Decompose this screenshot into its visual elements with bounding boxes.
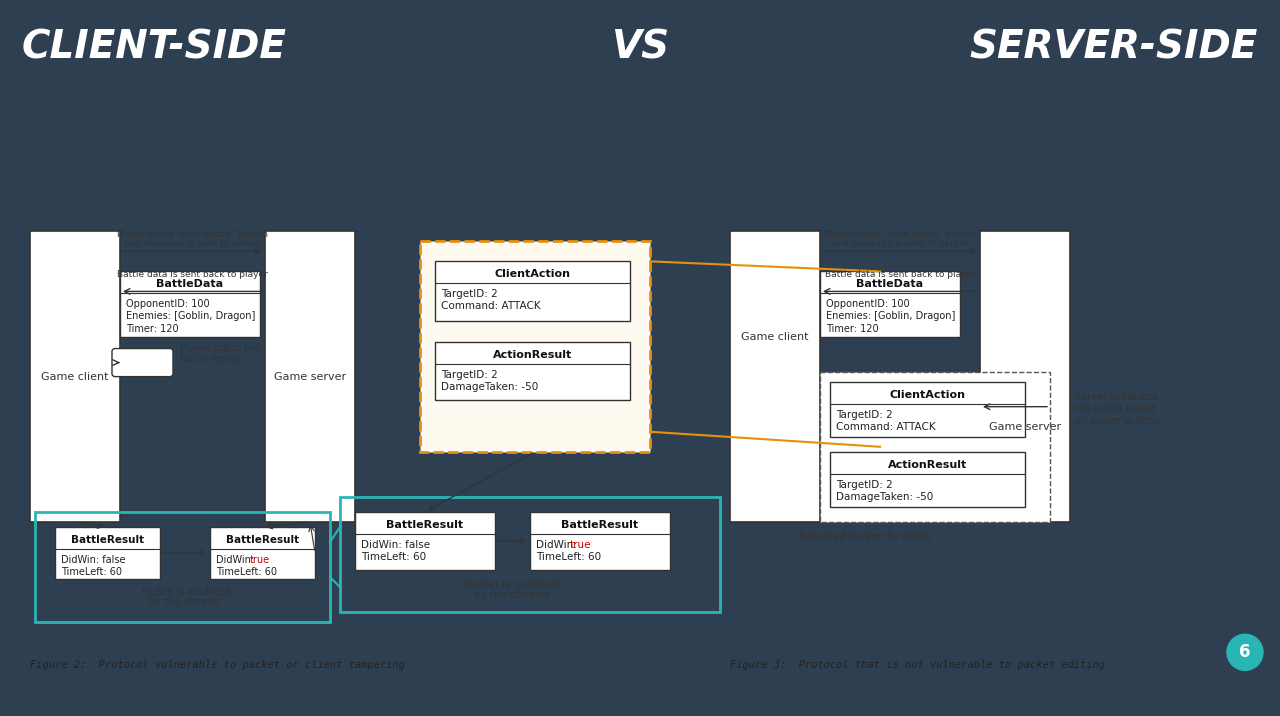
Text: Enemies: [Goblin, Dragon]: Enemies: [Goblin, Dragon] (826, 311, 955, 321)
Text: 6: 6 (1239, 643, 1251, 662)
Text: BattleResult: BattleResult (387, 520, 463, 530)
FancyBboxPatch shape (435, 342, 630, 400)
Text: Command: ATTACK: Command: ATTACK (442, 301, 540, 311)
Text: true: true (570, 540, 591, 550)
Text: DidWin:: DidWin: (536, 540, 580, 550)
FancyBboxPatch shape (55, 527, 160, 579)
Text: TargetID: 2: TargetID: 2 (442, 289, 498, 299)
FancyBboxPatch shape (435, 261, 630, 321)
Text: Figure 2:  Protocol vulnerable to packet or client tampering: Figure 2: Protocol vulnerable to packet … (29, 660, 404, 670)
Text: DidWin:: DidWin: (216, 555, 257, 565)
Text: TimeLeft: 60: TimeLeft: 60 (536, 552, 602, 562)
Text: by the cheater: by the cheater (148, 597, 221, 607)
Text: battle locally: battle locally (180, 354, 243, 364)
FancyBboxPatch shape (980, 231, 1070, 522)
Text: DamageTaken: -50: DamageTaken: -50 (442, 382, 539, 392)
Text: BattleData: BattleData (156, 279, 224, 289)
Text: Packet is modified: Packet is modified (141, 587, 229, 597)
Text: VS: VS (611, 28, 669, 67)
FancyBboxPatch shape (420, 241, 650, 452)
Text: Game server: Game server (989, 422, 1061, 432)
Text: ActionResult: ActionResult (493, 349, 572, 359)
Text: and message is sent to server: and message is sent to server (832, 239, 968, 248)
Text: TimeLeft: 60: TimeLeft: 60 (216, 567, 276, 577)
FancyBboxPatch shape (210, 527, 315, 579)
FancyBboxPatch shape (265, 231, 355, 522)
Text: the battle based: the battle based (1075, 404, 1156, 414)
Text: CLIENT-SIDE: CLIENT-SIDE (22, 28, 285, 67)
Text: TargetID: 2: TargetID: 2 (836, 480, 892, 490)
Text: BattleResult: BattleResult (70, 535, 145, 545)
Circle shape (1228, 634, 1263, 670)
FancyBboxPatch shape (829, 382, 1025, 437)
Text: Player fights the: Player fights the (180, 342, 260, 352)
FancyBboxPatch shape (355, 512, 495, 570)
Text: by the cheater: by the cheater (475, 590, 550, 600)
Text: Command: ATTACK: Command: ATTACK (836, 422, 936, 432)
FancyBboxPatch shape (29, 231, 120, 522)
Text: Repeated during the battle: Repeated during the battle (799, 532, 932, 542)
Text: DamageTaken: -50: DamageTaken: -50 (836, 492, 933, 502)
Text: OpponentID: 100: OpponentID: 100 (826, 299, 910, 309)
Text: Server simulates: Server simulates (1075, 392, 1157, 402)
Text: and message is sent to server: and message is sent to server (124, 239, 261, 248)
FancyBboxPatch shape (829, 452, 1025, 507)
Text: Enemies: [Goblin, Dragon]: Enemies: [Goblin, Dragon] (125, 311, 256, 321)
Text: OpponentID: 100: OpponentID: 100 (125, 299, 210, 309)
FancyBboxPatch shape (113, 349, 173, 377)
Text: BattleResult: BattleResult (562, 520, 639, 530)
FancyBboxPatch shape (530, 512, 669, 570)
Text: Timer: 120: Timer: 120 (826, 324, 878, 334)
FancyBboxPatch shape (730, 231, 820, 522)
Text: Game client: Game client (741, 332, 809, 342)
Text: Player clicks "start battle" button: Player clicks "start battle" button (116, 230, 268, 238)
Text: TimeLeft: 60: TimeLeft: 60 (361, 552, 426, 562)
Text: Figure 3:  Protocol that is not vulnerable to packet editing: Figure 3: Protocol that is not vulnerabl… (730, 660, 1105, 670)
Text: Battle data is sent back to player: Battle data is sent back to player (824, 270, 975, 279)
Text: TargetID: 2: TargetID: 2 (442, 369, 498, 379)
Text: true: true (250, 555, 270, 565)
Text: DidWin: false: DidWin: false (361, 540, 430, 550)
Text: Packet is modified: Packet is modified (465, 580, 561, 590)
Text: Timer: 120: Timer: 120 (125, 324, 179, 334)
Text: TimeLeft: 60: TimeLeft: 60 (61, 567, 122, 577)
Text: TargetID: 2: TargetID: 2 (836, 410, 892, 420)
Text: SERVER-SIDE: SERVER-SIDE (969, 28, 1258, 67)
Text: Player clicks "start battle" button: Player clicks "start battle" button (824, 230, 975, 238)
Text: Battle data is sent back to player: Battle data is sent back to player (116, 270, 268, 279)
Text: BattleData: BattleData (856, 279, 924, 289)
Text: DidWin: false: DidWin: false (61, 555, 125, 565)
Text: on player actions: on player actions (1075, 416, 1160, 426)
Text: ClientAction: ClientAction (494, 269, 571, 279)
FancyBboxPatch shape (820, 271, 960, 337)
Text: BattleResult: BattleResult (227, 535, 300, 545)
FancyBboxPatch shape (120, 271, 260, 337)
Text: ClientAction: ClientAction (890, 390, 965, 400)
FancyBboxPatch shape (820, 372, 1050, 522)
Text: Game client: Game client (41, 372, 109, 382)
Text: Game server: Game server (274, 372, 346, 382)
Text: ActionResult: ActionResult (888, 460, 968, 470)
